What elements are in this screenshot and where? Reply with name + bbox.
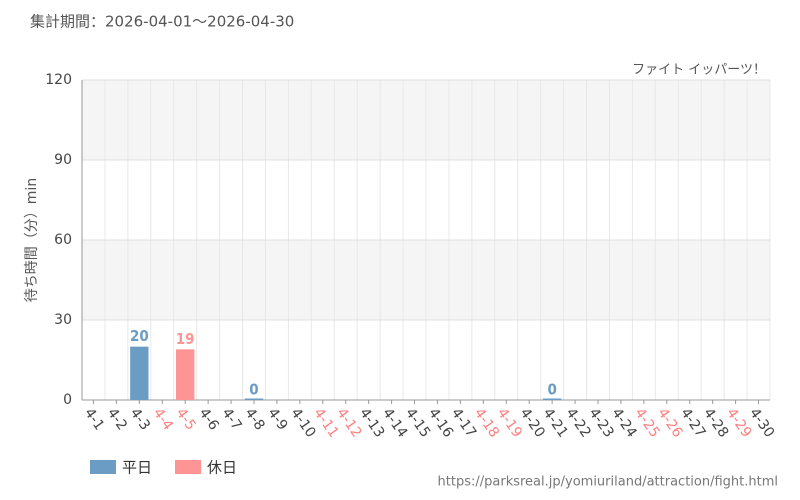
legend-label: 平日: [122, 459, 152, 477]
x-tick-label: 4-22: [563, 405, 594, 440]
x-tick-label: 4-1: [81, 405, 107, 433]
x-tick-label: 4-15: [402, 405, 433, 440]
x-tick-label: 4-10: [287, 405, 318, 440]
x-tick-label: 4-9: [264, 405, 290, 433]
x-tick-label: 4-5: [173, 405, 199, 433]
x-tick-label: 4-26: [654, 405, 685, 440]
legend-label: 休日: [207, 459, 237, 477]
chart-subtitle: 集計期間：2026-04-01～2026-04-30: [30, 13, 294, 31]
bar: [542, 398, 562, 400]
x-tick-label: 4-29: [723, 405, 754, 440]
source-url: https://parksreal.jp/yomiuriland/attract…: [438, 475, 778, 490]
x-tick-label: 4-4: [150, 405, 176, 433]
y-tick-label: 0: [63, 392, 72, 408]
x-tick-label: 4-11: [310, 405, 341, 440]
x-tick-label: 4-25: [631, 405, 662, 440]
x-tick-label: 4-19: [494, 405, 525, 440]
x-tick-label: 4-13: [356, 405, 387, 440]
data-label: 0: [249, 381, 258, 399]
x-tick-label: 4-3: [127, 405, 153, 433]
y-axis-label: 待ち時間（分）min: [24, 178, 40, 302]
x-tick-label: 4-17: [448, 405, 479, 440]
data-label: 0: [547, 381, 556, 399]
x-tick-label: 4-14: [379, 405, 410, 440]
x-tick-label: 4-20: [517, 405, 548, 440]
y-tick-label: 30: [54, 312, 72, 328]
x-tick-label: 4-12: [333, 405, 364, 440]
data-label: 20: [130, 327, 149, 345]
bar: [130, 346, 149, 400]
bar: [244, 398, 264, 400]
x-tick-label: 4-7: [219, 405, 245, 433]
x-tick-label: 4-6: [196, 405, 222, 433]
x-tick-label: 4-2: [104, 405, 130, 433]
chart-title: ファイト イッパーツ！: [632, 63, 766, 78]
x-tick-label: 4-16: [425, 405, 456, 440]
data-label: 19: [176, 330, 195, 348]
y-tick-label: 90: [54, 152, 72, 168]
y-tick-label: 120: [45, 72, 72, 88]
x-tick-label: 4-23: [585, 405, 616, 440]
x-tick-label: 4-28: [700, 405, 731, 440]
bar: [176, 349, 195, 400]
legend-swatch: [175, 460, 201, 474]
x-tick-label: 4-18: [471, 405, 502, 440]
x-tick-label: 4-21: [540, 405, 571, 440]
legend-swatch: [90, 460, 116, 474]
y-tick-label: 60: [54, 232, 72, 248]
x-tick-label: 4-24: [608, 405, 639, 440]
x-tick-label: 4-30: [746, 405, 777, 440]
x-tick-label: 4-8: [241, 405, 267, 433]
x-tick-label: 4-27: [677, 405, 708, 440]
